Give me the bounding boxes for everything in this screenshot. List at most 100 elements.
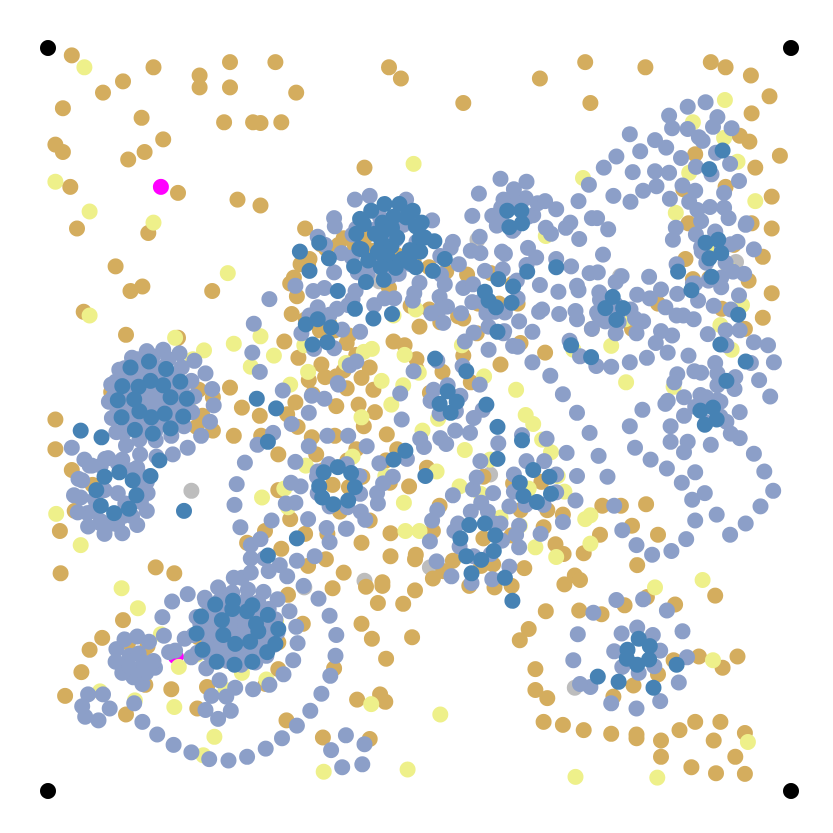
data-point-steel-blue — [259, 644, 276, 661]
data-point-periwinkle — [492, 170, 509, 187]
data-point-pale-yellow — [716, 92, 733, 108]
data-point-tan — [754, 309, 771, 326]
data-point-tan — [353, 369, 370, 386]
data-point-tan — [313, 356, 330, 373]
data-point-periwinkle — [494, 243, 510, 260]
data-point-pale-yellow — [527, 539, 544, 556]
data-point-periwinkle — [327, 647, 344, 664]
data-point-tan — [537, 603, 554, 620]
data-point-periwinkle — [69, 504, 86, 521]
data-point-periwinkle — [138, 502, 155, 519]
data-point-steel-blue — [301, 262, 318, 279]
data-point-tan — [392, 70, 409, 87]
data-point-steel-blue — [227, 635, 244, 652]
data-point-periwinkle — [490, 435, 507, 452]
data-point-tan — [273, 540, 290, 557]
data-point-periwinkle — [765, 482, 782, 499]
data-point-pale-yellow — [525, 416, 542, 432]
data-point-periwinkle — [685, 311, 702, 328]
data-point-steel-blue — [291, 243, 308, 260]
data-point-periwinkle — [462, 424, 478, 441]
data-point-steel-blue — [131, 403, 148, 420]
data-point-tan — [222, 379, 238, 396]
data-point-periwinkle — [81, 457, 98, 474]
data-point-tan — [191, 79, 208, 96]
data-point-periwinkle — [218, 688, 235, 705]
data-point-tan — [763, 285, 780, 302]
data-point-periwinkle — [605, 187, 622, 204]
data-point-tan — [349, 691, 366, 708]
data-point-periwinkle — [321, 534, 338, 551]
data-point-steel-blue — [387, 259, 404, 276]
data-point-periwinkle — [736, 265, 753, 282]
data-point-pale-yellow — [353, 409, 370, 426]
data-point-steel-blue — [358, 274, 374, 290]
data-point-steel-blue — [431, 395, 448, 412]
data-point-steel-blue — [315, 464, 332, 481]
data-point-tan — [287, 394, 304, 411]
data-point-periwinkle — [225, 569, 242, 586]
data-point-periwinkle — [644, 546, 661, 563]
data-point-periwinkle — [375, 475, 392, 492]
data-point-periwinkle — [167, 642, 184, 659]
data-point-light-gray — [183, 482, 200, 499]
data-point-steel-blue — [346, 479, 363, 496]
data-point-tan — [571, 602, 588, 619]
data-point-periwinkle — [599, 468, 616, 485]
data-point-steel-blue — [309, 311, 326, 328]
data-point-periwinkle — [210, 579, 227, 596]
data-point-periwinkle — [428, 553, 445, 570]
data-point-periwinkle — [326, 264, 343, 281]
data-point-periwinkle — [322, 667, 339, 684]
data-point-periwinkle — [751, 372, 768, 389]
data-point-tan — [163, 681, 180, 698]
data-point-periwinkle — [279, 568, 296, 585]
data-point-steel-blue — [142, 468, 159, 484]
data-point-periwinkle — [421, 533, 438, 550]
data-point-steel-blue — [346, 258, 363, 275]
data-point-tan — [47, 411, 64, 428]
data-point-periwinkle — [114, 525, 131, 542]
data-point-periwinkle — [222, 702, 239, 719]
data-point-tan — [761, 88, 778, 105]
data-point-periwinkle — [126, 695, 143, 712]
data-point-steel-blue — [320, 250, 337, 267]
data-point-pale-yellow — [300, 363, 317, 380]
data-point-periwinkle — [673, 150, 689, 166]
data-point-pale-yellow — [170, 658, 187, 675]
data-point-tan — [335, 564, 352, 581]
data-point-steel-blue — [439, 383, 456, 400]
data-point-tan — [603, 725, 620, 742]
data-point-black — [40, 783, 56, 799]
data-point-steel-blue — [329, 283, 346, 299]
data-point-black — [40, 40, 56, 56]
data-point-steel-blue — [737, 353, 754, 370]
data-point-steel-blue — [162, 420, 179, 437]
data-point-periwinkle — [183, 744, 200, 761]
data-point-tan — [537, 344, 554, 361]
data-point-periwinkle — [713, 279, 730, 296]
data-point-periwinkle — [662, 433, 679, 450]
data-point-steel-blue — [365, 310, 382, 327]
data-point-periwinkle — [464, 294, 481, 311]
data-point-tan — [554, 716, 571, 733]
data-point-periwinkle — [164, 593, 181, 610]
data-point-tan — [702, 54, 719, 71]
data-point-tan — [763, 220, 780, 237]
data-point-tan — [638, 496, 655, 513]
data-point-periwinkle — [505, 181, 522, 198]
data-point-periwinkle — [283, 416, 300, 432]
data-point-tan — [94, 629, 111, 646]
data-point-tan — [671, 722, 688, 739]
data-point-periwinkle — [745, 241, 762, 258]
data-point-periwinkle — [627, 310, 643, 327]
data-point-periwinkle — [132, 446, 149, 463]
data-point-pale-yellow — [747, 193, 764, 210]
data-point-steel-blue — [645, 679, 662, 696]
data-point-periwinkle — [484, 571, 501, 588]
data-point-periwinkle — [653, 323, 669, 340]
data-point-periwinkle — [765, 354, 782, 371]
data-point-tan — [404, 629, 421, 646]
data-point-tan — [535, 713, 552, 730]
